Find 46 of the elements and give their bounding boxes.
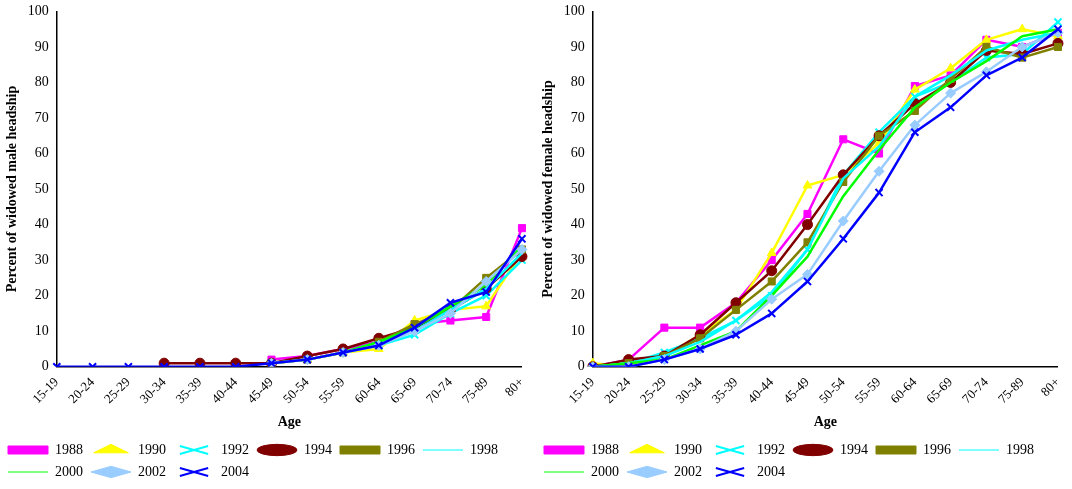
y-tick-label: 40 [570,216,585,232]
legend-label: 1994 [840,441,868,457]
y-tick-label: 50 [570,180,585,196]
legend-label: 1992 [221,441,249,457]
y-tick-label: 60 [34,145,49,161]
y-tick-label: 10 [570,322,585,338]
x-tick-label: 80+ [1037,374,1063,400]
legend-label: 1990 [138,441,166,457]
legend-label: 2004 [221,463,249,479]
y-tick-label: 90 [570,38,585,54]
legend-label: 1998 [1006,441,1034,457]
y-tick-label: 70 [34,109,49,125]
y-tick-label: 20 [34,287,49,303]
y-tick-label: 60 [570,145,585,161]
y-tick-label: 80 [34,74,49,90]
x-axis-title: Age [813,414,838,430]
legend-label: 1994 [304,441,332,457]
y-tick-label: 100 [563,3,585,19]
y-tick-label: 20 [570,287,585,303]
y-tick-label: 40 [34,216,49,232]
legend-label: 2002 [138,463,166,479]
x-tick-label: 80+ [501,374,527,400]
legend-label: 1988 [55,441,83,457]
y-tick-label: 50 [34,180,49,196]
legend-label: 1990 [674,441,702,457]
y-tick-label: 10 [34,322,49,338]
x-axis-title: Age [277,414,302,430]
y-tick-label: 30 [570,251,585,267]
y-tick-label: 70 [570,109,585,125]
y-tick-label: 90 [34,38,49,54]
legend-label: 2000 [55,463,83,479]
legend-label: 1996 [923,441,951,457]
y-tick-label: 80 [570,74,585,90]
legend-label: 2002 [674,463,702,479]
y-tick-label: 100 [27,3,49,19]
y-tick-label: 0 [577,358,585,374]
legend-label: 1992 [757,441,785,457]
legend-label: 2004 [757,463,785,479]
legend-label: 1998 [470,441,498,457]
y-tick-label: 30 [34,251,49,267]
legend-label: 1988 [591,441,619,457]
legend-label: 1996 [387,441,415,457]
legend-label: 2000 [591,463,619,479]
y-tick-label: 0 [41,358,49,374]
y-axis-title: Percent of widowed male headship [4,85,20,293]
y-axis-title: Percent of widowed female headship [540,80,556,298]
